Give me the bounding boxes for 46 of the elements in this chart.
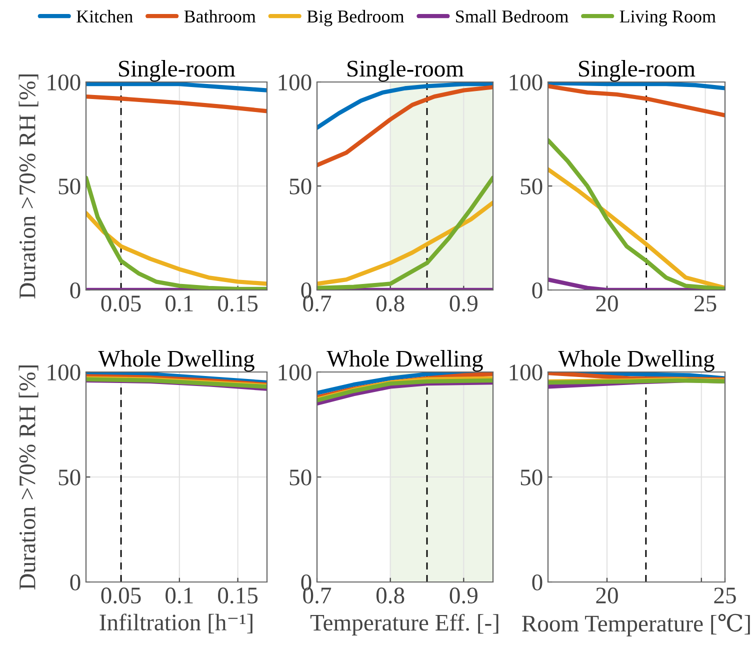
legend-label: Bathroom [184,10,256,23]
chart-title: Single-room [119,60,236,82]
legend-label: Big Bedroom [307,10,404,26]
x-tick-label: 20 [596,296,618,312]
y-tick-label: 50 [520,469,542,486]
chart-title: Single-room [348,60,464,82]
x-tick-label: 0.9 [450,296,478,312]
x-tick-label: 25 [694,296,716,312]
y-tick-label: 50 [58,469,80,486]
x-axis-title: Infiltration [h⁻¹] [100,614,252,634]
chart-title: Whole Dwelling [558,350,714,372]
x-tick-label: 0.1 [166,296,193,312]
y-axis-title: Duration >70% RH [%] [18,74,38,299]
x-tick-label: 0.15 [218,588,258,604]
y-tick-label: 100 [510,74,542,90]
x-tick-label: 0.05 [101,296,141,312]
x-tick-label: 0.15 [218,296,258,312]
x-tick-label: 20 [596,588,618,604]
x-tick-label: 0.8 [376,296,404,312]
legend-label: Small Bedroom [456,10,568,23]
y-tick-label: 100 [48,364,80,380]
x-tick-label: 0.1 [166,588,193,604]
chart-title: Whole Dwelling [326,350,483,372]
x-tick-label: 25 [714,588,736,604]
y-tick-label: 0 [532,282,542,298]
y-tick-label: 100 [278,364,312,380]
x-tick-label: 0.05 [101,588,141,604]
x-axis-title: Room Temperature [℃] [522,614,750,636]
y-tick-label: 100 [278,74,312,90]
y-axis-title: Duration >70% RH [%] [18,366,38,590]
y-tick-label: 0 [70,574,80,590]
y-tick-label: 50 [290,469,312,486]
chart-title: Single-room [579,60,696,82]
x-axis-title: Temperature Eff. [-] [310,614,498,636]
y-tick-label: 100 [510,364,542,380]
y-tick-label: 50 [290,178,312,194]
y-tick-label: 100 [48,74,80,90]
x-tick-label: 0.9 [450,588,478,604]
y-tick-label: 50 [520,178,542,194]
x-tick-label: 0.8 [376,588,404,604]
legend-label: Living Room [620,10,716,26]
y-tick-label: 50 [58,178,80,194]
chart-title: Whole Dwelling [98,350,254,372]
y-tick-label: 0 [532,574,542,590]
y-tick-label: 0 [70,282,80,298]
legend-label: Kitchen [76,10,133,23]
